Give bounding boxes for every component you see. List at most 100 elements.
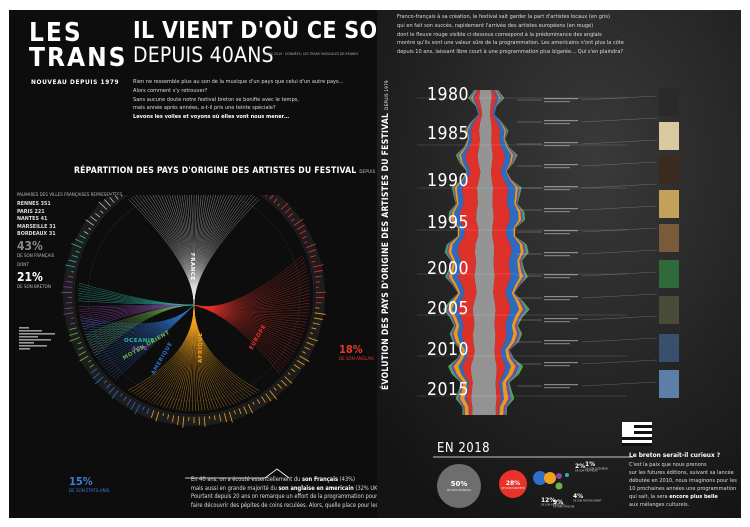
annotation-text-line <box>544 343 570 345</box>
country-tick <box>311 260 316 263</box>
city-bar <box>19 345 47 347</box>
country-tick <box>312 322 320 325</box>
annotation-text-line <box>544 233 570 235</box>
country-tick <box>98 201 108 210</box>
annotation-text-line <box>544 164 578 166</box>
country-tick <box>114 195 119 200</box>
annotation-text-line <box>544 189 570 191</box>
france-flow <box>193 195 246 306</box>
country-tick <box>296 360 305 366</box>
country-tick <box>238 408 242 415</box>
country-tick <box>277 383 282 389</box>
txt-bold: son anglaise en americain <box>278 485 354 492</box>
bubble-1 <box>499 470 527 498</box>
stream-layer-left <box>470 90 487 415</box>
year-2000: 2000 <box>427 259 470 279</box>
france-flow <box>142 195 195 306</box>
artist-thumbnail <box>659 296 679 324</box>
country-tick <box>78 346 84 350</box>
annotation-connector <box>581 359 658 365</box>
txt: mais aussi en grande majorité du <box>191 485 279 492</box>
artist-thumbnail <box>659 224 679 252</box>
country-tick <box>172 415 175 423</box>
annotation-text-line <box>544 299 570 301</box>
country-tick <box>123 396 127 402</box>
annotation-connector <box>581 337 658 343</box>
stream-layer-left <box>446 90 479 415</box>
annotation-text-line <box>544 255 570 257</box>
txt: Franco-français à sa création, le festiv… <box>397 14 610 20</box>
france-flow <box>169 195 195 306</box>
bubble-3 <box>544 472 556 484</box>
year-2015: 2015 <box>427 380 470 400</box>
annotation-text-line <box>544 167 570 169</box>
bubble-pct-label: 4% <box>573 493 583 500</box>
year-1995: 1995 <box>427 213 470 233</box>
country-tick <box>79 355 89 362</box>
country-tick <box>301 235 307 239</box>
txt: faire découvrir des pépites de coins rec… <box>191 502 399 509</box>
pct-french-label: DE SON FRANÇAIS <box>17 254 55 259</box>
country-tick <box>308 249 316 253</box>
annotation-connector <box>581 315 658 321</box>
country-tick <box>290 368 296 373</box>
country-tick <box>309 332 314 335</box>
country-tick <box>75 238 84 244</box>
country-tick <box>92 372 101 379</box>
region-flow <box>77 292 195 306</box>
country-tick <box>90 216 98 222</box>
annotation-text-line <box>544 101 570 103</box>
vtitle-text: ÉVOLUTION DES PAYS D'ORIGINE DES ARTISTE… <box>381 112 391 390</box>
annotation-text-line <box>544 186 578 188</box>
bubble-pct-label: 28% <box>506 480 520 487</box>
stream-layer-right <box>494 90 526 415</box>
artist-thumbnail <box>659 260 679 288</box>
country-tick <box>287 213 293 218</box>
credits: MARS 2019 · DONNÉES: LES TRANS MUSICALES… <box>264 52 359 56</box>
palmares-label: PALMARES DES VILLES FRANÇAISES REPRÉSENT… <box>17 193 123 198</box>
country-tick <box>299 230 306 235</box>
bubble-pct-label: 9% <box>553 499 563 506</box>
en-2018-underline <box>433 456 633 458</box>
ring <box>87 195 301 402</box>
country-tick <box>109 197 115 203</box>
country-tick <box>106 383 111 389</box>
annotation-text-line <box>544 340 578 342</box>
country-tick <box>75 250 80 253</box>
right-intro: Franco-français à sa création, le festiv… <box>397 13 624 57</box>
country-tick <box>150 410 155 418</box>
vtitle-small: DEPUIS 1979 <box>385 80 390 110</box>
bubble-desc-label: DE SON MOYEN-ORIENT <box>573 500 602 503</box>
stream-layer-left <box>447 90 479 415</box>
city-list: RENNES 351 PARIS 221 NANTES 41 MARSEILLE… <box>17 201 56 239</box>
dont-label: DONT <box>17 263 29 268</box>
annotation-text-line <box>544 362 578 364</box>
artist-thumbnail <box>659 334 679 362</box>
txt: C'est la paix que nous prenons <box>629 462 707 468</box>
en-2018-label: EN 2018 <box>437 441 491 456</box>
europe-flow <box>193 304 305 332</box>
annotation-connector <box>581 117 658 123</box>
country-tick <box>314 275 322 278</box>
radial-section-title: RÉPARTITION DES PAYS D'ORIGINE DES ARTIS… <box>74 166 406 176</box>
year-2005: 2005 <box>427 299 470 319</box>
stream-layer-right <box>489 90 512 415</box>
country-tick <box>103 380 108 384</box>
country-tick <box>89 364 95 368</box>
logo-line-2: TRANS <box>29 43 128 73</box>
europe-flow <box>193 304 280 374</box>
annotation-text-line <box>544 230 578 232</box>
year-2010: 2010 <box>427 340 470 360</box>
country-tick <box>312 264 324 268</box>
artist-thumbnail <box>659 370 679 398</box>
country-tick <box>95 213 101 218</box>
annotation-text-line <box>544 365 570 367</box>
country-tick <box>269 195 274 200</box>
europe-flow <box>193 261 306 307</box>
bubble-pct-label: 1% <box>585 461 595 468</box>
country-tick <box>287 372 291 375</box>
artist-thumbnail <box>659 122 679 150</box>
city-bar <box>19 327 29 329</box>
afrique-flow <box>128 304 195 391</box>
right-panel: Franco-français à sa création, le festiv… <box>377 10 741 518</box>
